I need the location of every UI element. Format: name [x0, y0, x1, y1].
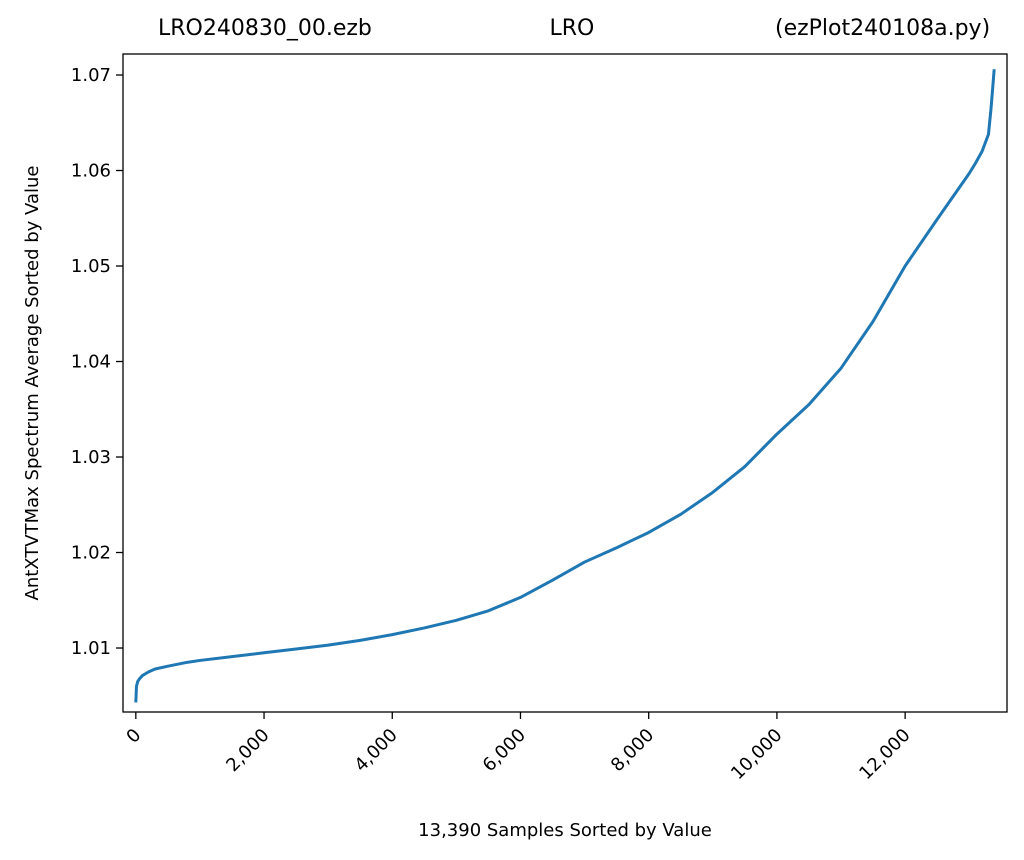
chart-title-filename: LRO240830_00.ezb [158, 16, 372, 41]
x-axis-ticks: 0 2,000 4,000 6,000 8,000 10,000 12,000 [122, 712, 915, 784]
x-tick-label: 8,000 [607, 725, 658, 776]
x-axis-label: 13,390 Samples Sorted by Value [418, 820, 712, 841]
y-tick-label: 1.04 [71, 352, 111, 373]
y-tick-label: 1.06 [71, 161, 111, 182]
x-tick-label: 10,000 [727, 725, 786, 784]
x-tick-label: 0 [122, 725, 145, 748]
x-tick-label: 12,000 [855, 725, 914, 784]
x-tick-label: 4,000 [351, 725, 402, 776]
y-tick-label: 1.01 [71, 638, 111, 659]
y-tick-label: 1.05 [71, 256, 111, 277]
plot-frame [122, 53, 1008, 713]
series-line [134, 69, 996, 703]
chart-title-source: LRO [549, 16, 595, 41]
y-tick-label: 1.07 [71, 65, 111, 86]
y-axis-ticks: 1.01 1.02 1.03 1.04 1.05 1.06 1.07 [71, 65, 123, 659]
chart-title-script: (ezPlot240108a.py) [775, 16, 991, 41]
x-tick-label: 6,000 [479, 725, 530, 776]
y-tick-label: 1.02 [71, 543, 111, 564]
y-axis-label: AntXTVTMax Spectrum Average Sorted by Va… [22, 166, 43, 601]
y-tick-label: 1.03 [71, 447, 111, 468]
x-tick-label: 2,000 [222, 725, 273, 776]
